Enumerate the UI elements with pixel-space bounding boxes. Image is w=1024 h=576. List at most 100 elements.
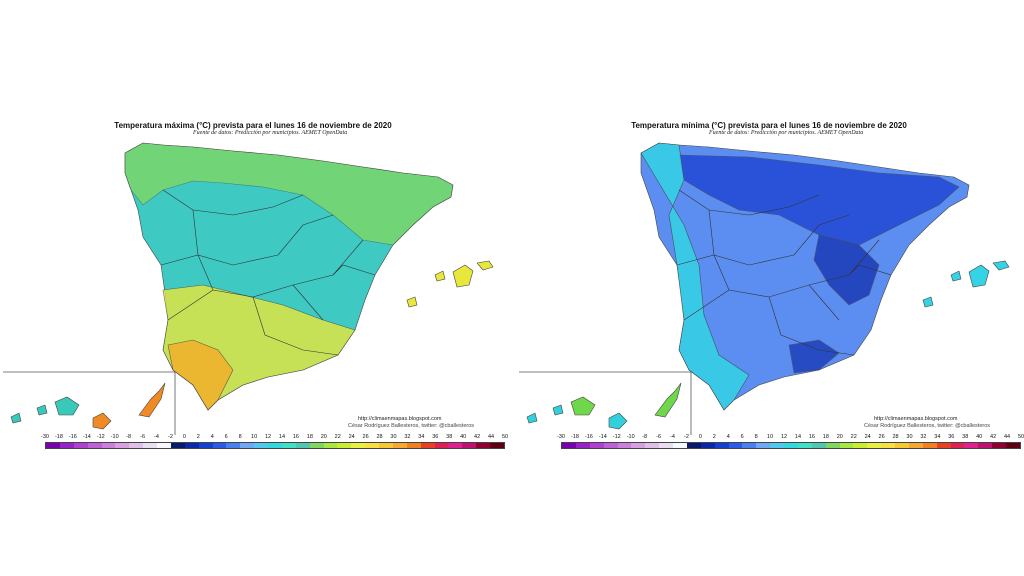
legend-color-cell: [1006, 443, 1020, 448]
legend-color-cell: [365, 443, 379, 448]
region-borders: [160, 189, 376, 356]
region-borders: [676, 189, 892, 356]
legend-color-cell: [337, 443, 352, 448]
legend-color-cell: [562, 443, 576, 448]
legend-tick-label: 22: [334, 434, 341, 440]
legend-labels: -30 -18 -16 -14 -12 -10 -8 -6 -4 -2 0 2 4 6 8 10 12 14 16 1…: [557, 434, 1024, 442]
legend-tick-label: 10: [251, 434, 258, 440]
temperature-legend: -30 -18 -16 -14 -12 -10 -8 -6 -4 -2 0 2 4 6 8 10 12 14 16 1…: [557, 434, 1024, 454]
legend-color-cell: [770, 443, 784, 448]
legend-tick-label: -10: [626, 434, 635, 440]
legend-tick-label: 30: [906, 434, 913, 440]
legend-tick-label: 36: [948, 434, 955, 440]
canary-inset: [519, 371, 692, 435]
legend-color-cell: [323, 443, 338, 448]
legend-color-cell: [659, 443, 673, 448]
legend-color-cell: [756, 443, 771, 448]
legend-tick-label: -8: [126, 434, 132, 440]
legend-tick-label: 26: [362, 434, 369, 440]
legend-tick-label: 32: [404, 434, 411, 440]
legend-color-cell: [950, 443, 965, 448]
legend-tick-label: 28: [376, 434, 383, 440]
legend-tick-label: 32: [920, 434, 927, 440]
legend-color-cell: [867, 443, 882, 448]
legend-color-cell: [839, 443, 854, 448]
legend-color-cell: [784, 443, 798, 448]
legend-tick-label: -2: [168, 434, 173, 440]
legend-color-cell: [936, 443, 951, 448]
legend-color-cell: [825, 443, 840, 448]
legend-tick-label: 50: [501, 434, 509, 440]
legend-color-cell: [198, 443, 213, 448]
legend-color-cell: [87, 443, 102, 448]
legend-color-cell: [714, 443, 729, 448]
legend-color-cell: [46, 443, 60, 448]
credit-url: http://climaenmapas.blogspot.com: [874, 416, 958, 422]
legend-color-cell: [575, 443, 590, 448]
legend-tick-label: -30: [557, 434, 565, 440]
legend-tick-label: -16: [68, 434, 77, 440]
credit-author: César Rodríguez Ballesteros, twitter: @c…: [348, 423, 475, 429]
legend-tick-label: 14: [278, 434, 286, 440]
min-temperature-map-panel: Temperatura mínima (°C) prevista para el…: [519, 115, 1024, 455]
legend-tick-label: -6: [140, 434, 146, 440]
legend-tick-label: -30: [41, 434, 49, 440]
legend-tick-label: 50: [1017, 434, 1024, 440]
legend-tick-label: -4: [670, 434, 675, 440]
legend-tick-label: 6: [740, 434, 744, 440]
legend-tick-label: -16: [584, 434, 593, 440]
legend-tick-label: 6: [224, 434, 228, 440]
legend-color-cell: [797, 443, 812, 448]
legend-tick-label: -12: [612, 434, 621, 440]
legend-color-cell: [309, 443, 324, 448]
legend-color-cell: [212, 443, 227, 448]
legend-tick-label: 2: [712, 434, 716, 440]
legend-tick-label: 16: [292, 434, 299, 440]
legend-tick-label: 4: [210, 434, 214, 440]
legend-color-cell: [420, 443, 435, 448]
legend-color-cell: [490, 443, 504, 448]
legend-tick-label: 12: [780, 434, 788, 440]
legend-tick-label: 2: [196, 434, 200, 440]
legend-color-cell: [157, 443, 171, 448]
north-zone: [678, 154, 960, 246]
legend-color-cell: [406, 443, 421, 448]
spain-map: [519, 142, 1010, 435]
southwest-zone: [167, 339, 234, 411]
legend-color-cell: [281, 443, 296, 448]
max-temperature-map-panel: Temperatura máxima (°C) prevista para el…: [3, 115, 509, 455]
legend-color-cell: [59, 443, 74, 448]
south-zone: [640, 142, 750, 411]
mainland-spain: [124, 142, 454, 411]
legend-color-cell: [73, 443, 88, 448]
legend-color-cell: [462, 443, 477, 448]
legend-tick-label: 26: [878, 434, 885, 440]
legend-tick-label: 34: [934, 434, 941, 440]
legend-tick-label: 0: [698, 434, 702, 440]
map-source: Fuente de datos: Predicción por municipi…: [709, 130, 864, 136]
legend-color-cell: [101, 443, 116, 448]
legend-color-cell: [673, 443, 687, 448]
credit-url: http://climaenmapas.blogspot.com: [358, 416, 442, 422]
legend-tick-label: -4: [154, 434, 159, 440]
legend-color-cell: [881, 443, 895, 448]
legend-color-cell: [811, 443, 826, 448]
legend-tick-label: 44: [1003, 434, 1011, 440]
spain-map: [3, 142, 494, 435]
legend-tick-label: -18: [54, 434, 63, 440]
legend-bar: [561, 442, 1021, 449]
legend-color-cell: [295, 443, 310, 448]
cold-core-zone: [813, 234, 880, 306]
legend-color-cell: [143, 443, 157, 448]
legend-tick-label: -6: [656, 434, 662, 440]
mainland-spain: [640, 142, 970, 411]
legend-color-cell: [617, 443, 632, 448]
legend-tick-label: 24: [348, 434, 355, 440]
legend-color-cell: [853, 443, 868, 448]
legend-color-cell: [448, 443, 463, 448]
legend-tick-label: -18: [570, 434, 579, 440]
legend-tick-label: 16: [808, 434, 815, 440]
legend-tick-label: -10: [110, 434, 119, 440]
legend-color-cell: [129, 443, 144, 448]
temperature-legend: -30 -18 -16 -14 -12 -10 -8 -6 -4 -2 0 2 4 6 8 10 12 14 16 1…: [41, 434, 509, 454]
